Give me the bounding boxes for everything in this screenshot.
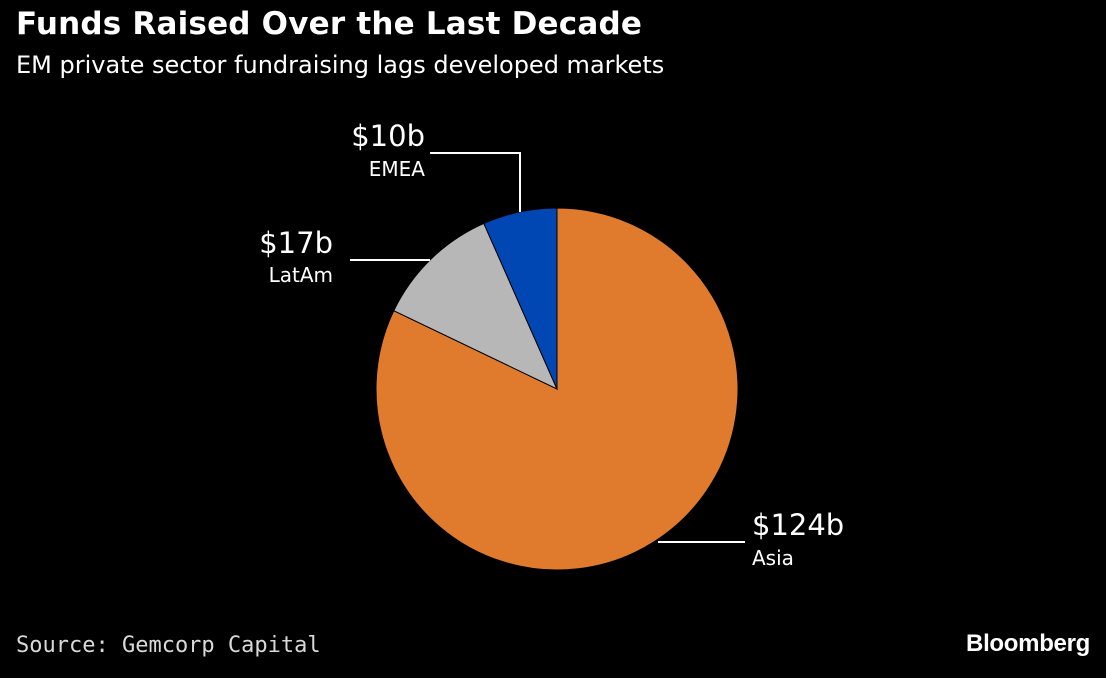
chart-subtitle: EM private sector fundraising lags devel… — [16, 51, 665, 79]
bloomberg-logo: Bloomberg — [966, 630, 1090, 657]
category-label-emea: EMEA — [369, 157, 426, 181]
chart-title: Funds Raised Over the Last Decade — [16, 6, 643, 42]
leader-line-emea — [430, 152, 521, 212]
source-note: Source: Gemcorp Capital — [16, 633, 321, 658]
category-label-latam: LatAm — [269, 263, 333, 287]
value-label-asia: $124b — [752, 508, 844, 542]
value-label-latam: $17b — [259, 226, 333, 260]
value-label-emea: $10b — [351, 119, 425, 153]
pie-slice-latam — [393, 222, 559, 391]
category-label-asia: Asia — [752, 546, 794, 570]
